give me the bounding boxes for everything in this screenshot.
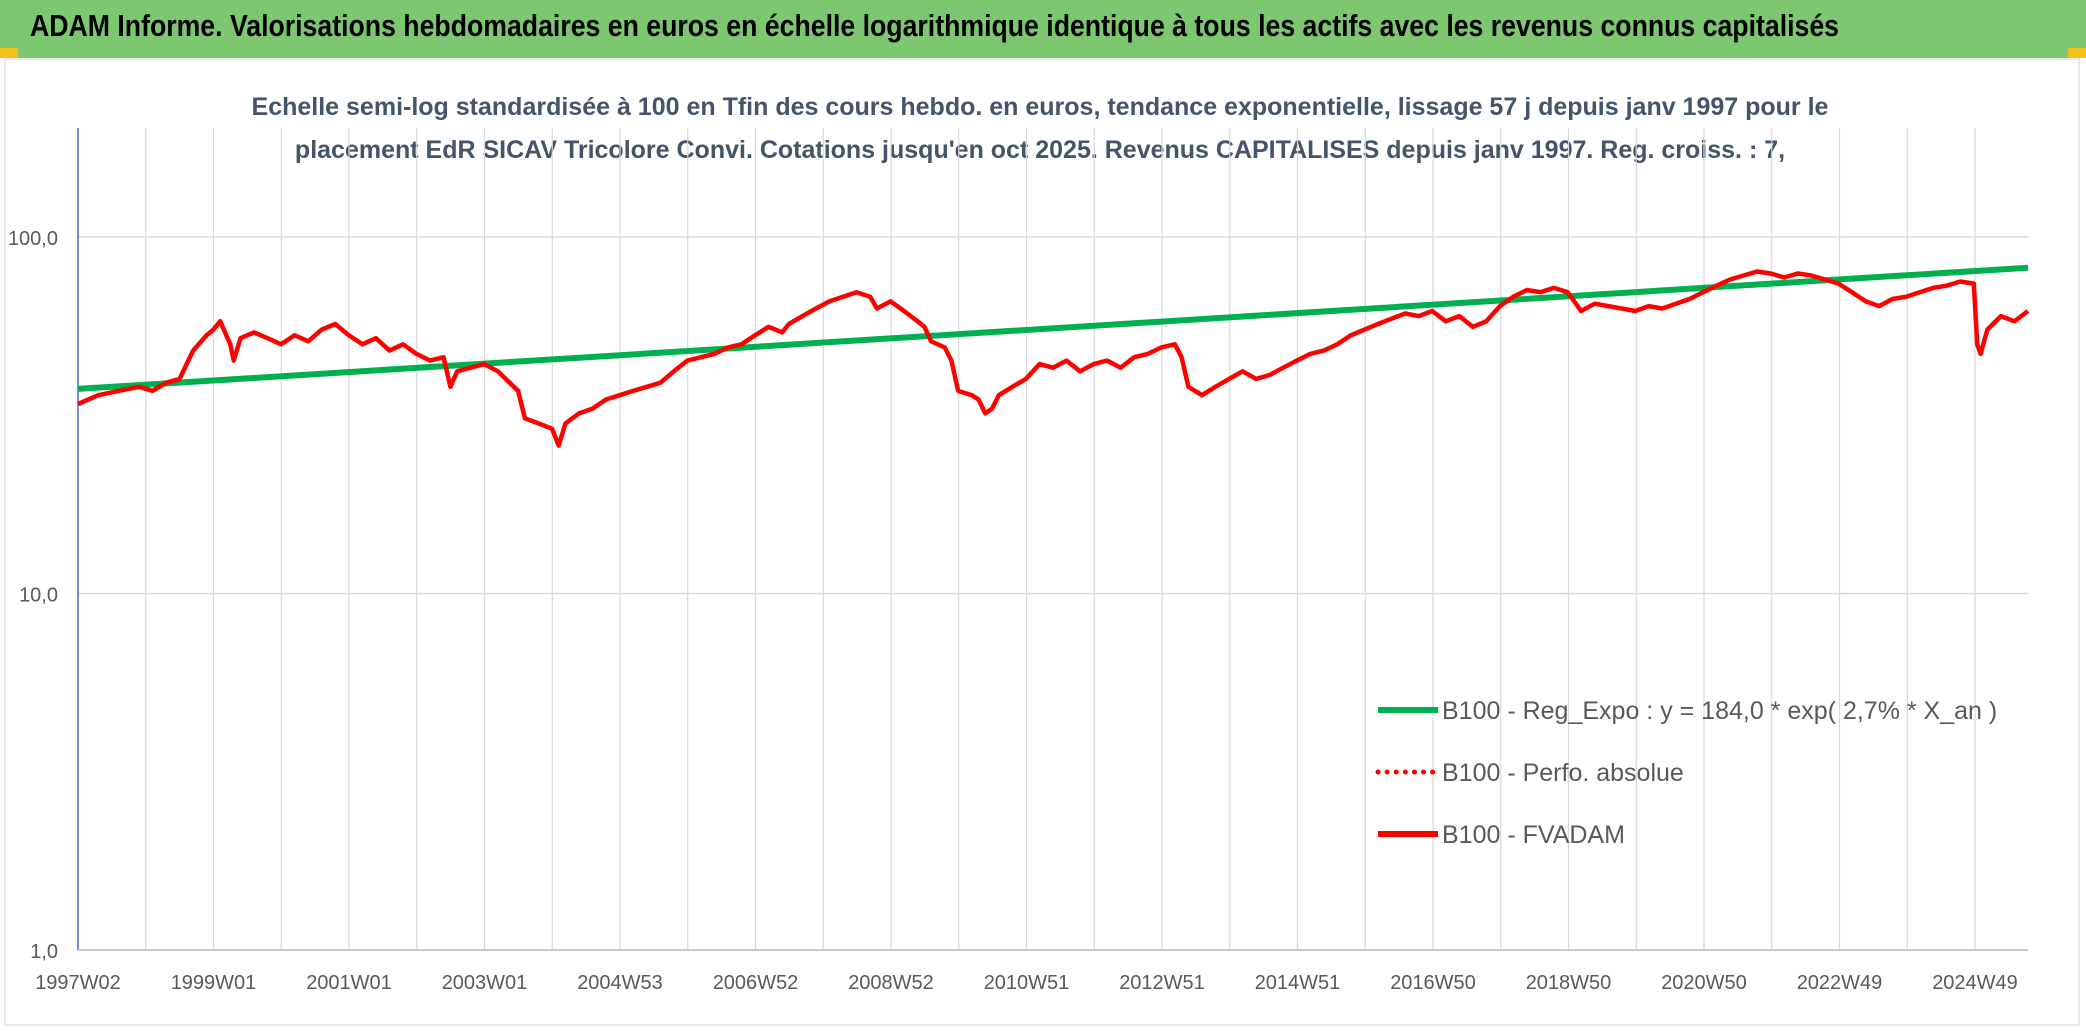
x-tick-label: 2018W50 — [1526, 972, 1612, 994]
x-tick-label: 2001W01 — [306, 972, 392, 994]
chart-subtitle-line-1: Echelle semi-log standardisée à 100 en T… — [252, 93, 1829, 121]
corner-marker-left — [0, 48, 18, 58]
x-tick-label: 2010W51 — [984, 972, 1070, 994]
legend-label: B100 - Perfo. absolue — [1442, 759, 1684, 787]
page-title: ADAM Informe. Valorisations hebdomadaire… — [30, 8, 1840, 43]
corner-marker-right — [2068, 48, 2086, 58]
y-tick-label: 10,0 — [19, 585, 58, 607]
y-tick-label: 1,0 — [30, 941, 58, 963]
x-tick-label: 1997W02 — [35, 972, 121, 994]
x-tick-label: 2024W49 — [1932, 972, 2018, 994]
x-tick-label: 2008W52 — [848, 972, 934, 994]
legend: B100 - Reg_Expo : y = 184,0 * exp( 2,7% … — [1375, 697, 1997, 849]
x-tick-label: 2022W49 — [1797, 972, 1883, 994]
x-tick-label: 1999W01 — [171, 972, 257, 994]
x-tick-label: 2014W51 — [1255, 972, 1341, 994]
axes: 1,0 10,0 100,0 1997W02 1999W01 2001W01 2003W01… — [8, 128, 2028, 994]
x-tick-label: 2020W50 — [1661, 972, 1747, 994]
series-layer — [77, 264, 2030, 448]
grid — [77, 128, 2028, 951]
chart-frame — [4, 58, 2080, 1026]
series-line — [77, 264, 2029, 392]
legend-label: B100 - FVADAM — [1442, 821, 1625, 849]
x-tick-label: 2012W51 — [1119, 972, 1205, 994]
x-tick-label: 2004W53 — [577, 972, 663, 994]
y-tick-label: 100,0 — [8, 228, 58, 250]
x-tick-label: 2016W50 — [1390, 972, 1476, 994]
x-tick-label: 2006W52 — [713, 972, 799, 994]
header-banner: ADAM Informe. Valorisations hebdomadaire… — [0, 0, 2086, 58]
x-tick-label: 2003W01 — [442, 972, 528, 994]
chart-subtitle-line-2: placement EdR SICAV Tricolore Convi. Cot… — [295, 136, 1785, 164]
legend-label: B100 - Reg_Expo : y = 184,0 * exp( 2,7% … — [1442, 697, 1997, 725]
series-line — [77, 269, 2030, 448]
